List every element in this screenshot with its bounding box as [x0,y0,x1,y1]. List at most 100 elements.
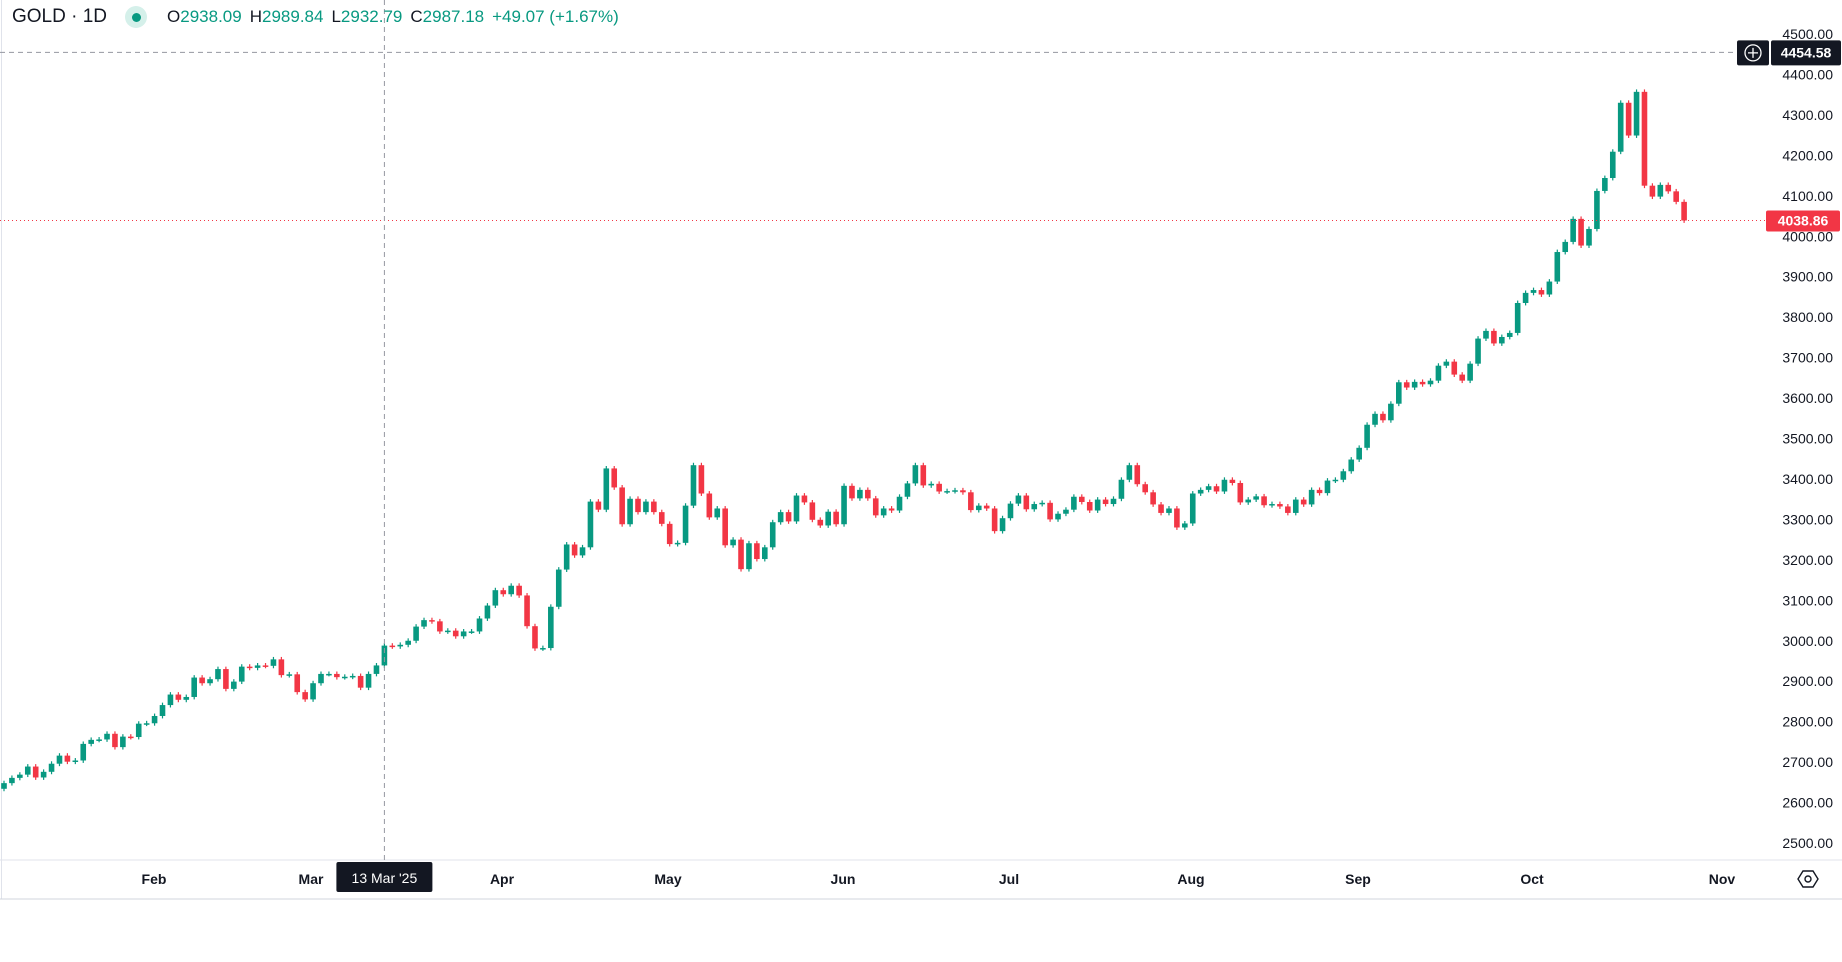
candle[interactable] [738,537,744,572]
candle[interactable] [167,692,174,708]
candle[interactable] [1538,287,1545,297]
candle[interactable] [524,593,530,629]
candle[interactable] [944,488,950,494]
candle[interactable] [603,466,610,513]
candle[interactable] [334,671,340,680]
candle[interactable] [64,753,71,765]
candle[interactable] [40,769,47,780]
candle[interactable] [1499,334,1505,346]
candle[interactable] [777,509,784,525]
candle[interactable] [1633,89,1640,138]
candle[interactable] [389,643,396,649]
candle[interactable] [1,780,7,792]
candle[interactable] [1396,379,1402,407]
candle[interactable] [341,674,348,680]
candle[interactable] [1221,477,1228,494]
candle[interactable] [1411,379,1418,390]
candle[interactable] [17,772,23,781]
candle[interactable] [896,494,903,513]
candle[interactable] [1039,500,1045,507]
candle[interactable] [825,509,831,528]
candle[interactable] [1071,494,1077,513]
candle[interactable] [1245,497,1252,505]
candle[interactable] [1435,363,1442,384]
candle[interactable] [888,506,895,513]
candle[interactable] [975,503,982,513]
candle[interactable] [1340,468,1347,483]
candle[interactable] [310,680,316,702]
candle[interactable] [968,489,974,513]
candle[interactable] [437,618,443,634]
candle[interactable] [912,462,919,486]
candle[interactable] [1372,411,1378,428]
candle[interactable] [746,540,752,572]
candle[interactable] [920,462,927,488]
candle[interactable] [270,656,277,669]
candle[interactable] [1166,506,1172,516]
candle[interactable] [666,521,673,547]
candle[interactable] [1063,507,1069,517]
candle[interactable] [841,483,847,527]
candle[interactable] [452,628,459,639]
candle[interactable] [643,499,649,515]
candle[interactable] [1237,480,1244,505]
candle[interactable] [421,617,427,630]
candle[interactable] [658,509,665,527]
candle[interactable] [1617,100,1624,155]
candle[interactable] [112,731,118,750]
candle[interactable] [1332,477,1339,483]
candle[interactable] [880,506,887,518]
candle[interactable] [1094,497,1101,513]
candle[interactable] [1261,493,1267,508]
candle[interactable] [1150,489,1156,507]
candle[interactable] [928,481,935,488]
add-alert-button[interactable] [1737,40,1769,66]
candle[interactable] [262,662,269,669]
candle[interactable] [373,662,380,677]
candle[interactable] [246,664,253,671]
candle[interactable] [1229,477,1236,486]
candle[interactable] [143,720,150,727]
candle[interactable] [1316,487,1323,496]
candle[interactable] [413,624,419,644]
candle[interactable] [532,623,538,651]
candle[interactable] [983,503,990,511]
candle[interactable] [1506,330,1513,340]
candle[interactable] [904,480,911,500]
candle[interactable] [1586,226,1592,248]
candle[interactable] [24,764,31,778]
candle[interactable] [1324,478,1331,496]
candle[interactable] [508,583,514,597]
candle[interactable] [619,485,625,527]
candle[interactable] [215,666,221,682]
candle[interactable] [991,506,998,534]
candle[interactable] [1443,359,1450,369]
candle[interactable] [1277,501,1283,509]
candle[interactable] [714,506,721,520]
candle[interactable] [1007,501,1014,521]
candle[interactable] [191,675,197,700]
candle[interactable] [1213,483,1220,494]
candle[interactable] [1641,89,1648,189]
candle[interactable] [936,481,942,494]
candle[interactable] [1110,496,1117,507]
candle[interactable] [1459,372,1465,384]
candle[interactable] [318,671,324,686]
candle[interactable] [1467,361,1473,384]
candle[interactable] [1609,149,1616,181]
candle[interactable] [682,503,689,546]
candle[interactable] [151,713,158,726]
candle[interactable] [801,493,808,505]
candle[interactable] [1594,188,1600,232]
candle[interactable] [587,499,594,550]
candle[interactable] [540,645,546,651]
candle[interactable] [223,666,229,692]
candle[interactable] [1031,501,1038,512]
candle[interactable] [690,462,697,509]
candle[interactable] [960,487,966,495]
candle[interactable] [865,487,871,501]
candle[interactable] [1657,182,1664,200]
candle[interactable] [706,491,713,520]
candle[interactable] [1015,493,1022,507]
candle[interactable] [1086,499,1093,513]
